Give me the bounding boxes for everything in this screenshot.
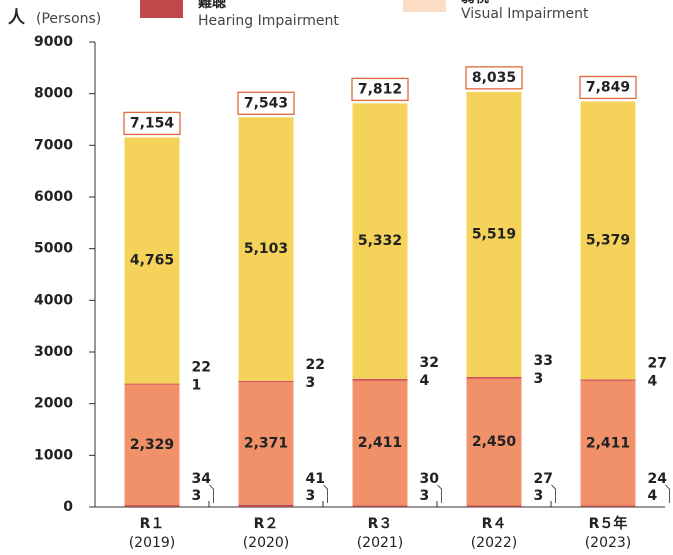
bar-segment bbox=[352, 380, 408, 506]
bar-segment bbox=[466, 377, 522, 379]
bar-segment bbox=[124, 384, 180, 506]
bar-segment bbox=[124, 137, 180, 384]
value-label: 4,765 bbox=[130, 252, 174, 268]
bar-segment bbox=[238, 380, 294, 383]
value-label: 2,329 bbox=[130, 437, 174, 453]
leader-line bbox=[209, 484, 214, 503]
small-value-label: 4 bbox=[648, 373, 658, 389]
x-tick-label: R１ bbox=[140, 516, 165, 532]
y-unit: (Persons) bbox=[36, 11, 101, 27]
value-label: 2,371 bbox=[244, 435, 288, 451]
total-label: 8,035 bbox=[472, 70, 516, 86]
y-tick-label: 7000 bbox=[34, 137, 73, 153]
value-label: 2,411 bbox=[586, 435, 630, 451]
leader-line bbox=[437, 484, 442, 503]
value-label: 5,379 bbox=[586, 232, 630, 248]
leader-line bbox=[665, 484, 670, 503]
y-tick-label: 3000 bbox=[34, 344, 73, 360]
x-year-label: (2023) bbox=[585, 535, 632, 551]
legend-swatch bbox=[403, 0, 446, 12]
small-value-label: 3 bbox=[420, 488, 430, 504]
bar-segment bbox=[580, 380, 636, 506]
total-label: 7,849 bbox=[586, 79, 630, 95]
y-tick-label: 8000 bbox=[34, 86, 73, 102]
small-value-label: 24 bbox=[648, 471, 668, 487]
small-value-label: 27 bbox=[534, 471, 553, 487]
total-label: 7,154 bbox=[130, 115, 175, 131]
value-label: 2,450 bbox=[472, 434, 517, 450]
legend-sublabel: Hearing Impairment bbox=[198, 13, 339, 29]
x-year-label: (2022) bbox=[471, 535, 518, 551]
legend-swatch bbox=[140, 0, 183, 18]
small-value-label: 34 bbox=[192, 471, 212, 487]
x-year-label: (2019) bbox=[129, 535, 176, 551]
leader-line bbox=[323, 484, 328, 503]
small-value-label: 3 bbox=[534, 488, 544, 504]
small-value-label: 4 bbox=[420, 373, 430, 389]
legend-label: 弱視 bbox=[461, 0, 489, 6]
small-value-label: 1 bbox=[192, 378, 202, 394]
bar-segment bbox=[580, 101, 636, 380]
y-label: 人 bbox=[8, 8, 26, 28]
small-value-label: 22 bbox=[192, 360, 211, 376]
y-tick-label: 5000 bbox=[34, 241, 73, 257]
bar-segment bbox=[580, 505, 636, 507]
y-tick-label: 4000 bbox=[34, 292, 73, 308]
small-value-label: 3 bbox=[306, 375, 316, 391]
x-year-label: (2020) bbox=[243, 535, 290, 551]
x-tick-label: R５年 bbox=[589, 515, 628, 532]
small-value-label: 4 bbox=[648, 488, 658, 504]
small-value-label: 30 bbox=[420, 471, 440, 487]
y-tick-label: 6000 bbox=[34, 189, 73, 205]
leader-line bbox=[551, 484, 556, 503]
value-label: 5,103 bbox=[244, 241, 288, 257]
y-tick-label: 0 bbox=[63, 499, 73, 515]
small-value-label: 3 bbox=[534, 371, 544, 387]
value-label: 5,332 bbox=[358, 233, 402, 249]
y-tick-label: 9000 bbox=[34, 34, 73, 50]
bar-segment bbox=[466, 91, 522, 378]
value-label: 5,519 bbox=[472, 226, 516, 242]
small-value-label: 32 bbox=[420, 355, 439, 371]
bar-segment bbox=[238, 117, 294, 381]
bar-segment bbox=[466, 505, 522, 507]
bar-segment bbox=[352, 103, 408, 379]
x-tick-label: R４ bbox=[482, 516, 507, 532]
total-box bbox=[237, 91, 295, 115]
bar-segment bbox=[124, 383, 180, 385]
small-value-label: 22 bbox=[306, 357, 325, 373]
value-label: 2,411 bbox=[358, 435, 402, 451]
y-tick-label: 1000 bbox=[34, 447, 73, 463]
x-tick-label: R２ bbox=[254, 516, 279, 532]
total-label: 7,812 bbox=[358, 81, 402, 97]
total-label: 7,543 bbox=[244, 95, 288, 111]
x-tick-label: R３ bbox=[368, 516, 393, 532]
x-year-label: (2021) bbox=[357, 535, 404, 551]
legend-label: 難聴 bbox=[198, 0, 226, 11]
legend-sublabel: Visual Impairment bbox=[461, 6, 589, 22]
y-tick-label: 2000 bbox=[34, 396, 73, 412]
bar-segment bbox=[352, 505, 408, 507]
bar-segment bbox=[466, 378, 522, 506]
total-box bbox=[351, 77, 409, 102]
bar-segment bbox=[238, 382, 294, 505]
small-value-label: 3 bbox=[306, 488, 316, 504]
total-box bbox=[123, 111, 181, 136]
total-box bbox=[579, 75, 637, 100]
bar-segment bbox=[580, 379, 636, 381]
small-value-label: 41 bbox=[306, 471, 325, 487]
bar-segment bbox=[352, 378, 408, 381]
total-box bbox=[465, 66, 523, 90]
bar-segment bbox=[124, 505, 180, 507]
small-value-label: 3 bbox=[192, 488, 202, 504]
bar-segment bbox=[238, 504, 294, 507]
small-value-label: 27 bbox=[648, 355, 667, 371]
small-value-label: 33 bbox=[534, 353, 553, 369]
